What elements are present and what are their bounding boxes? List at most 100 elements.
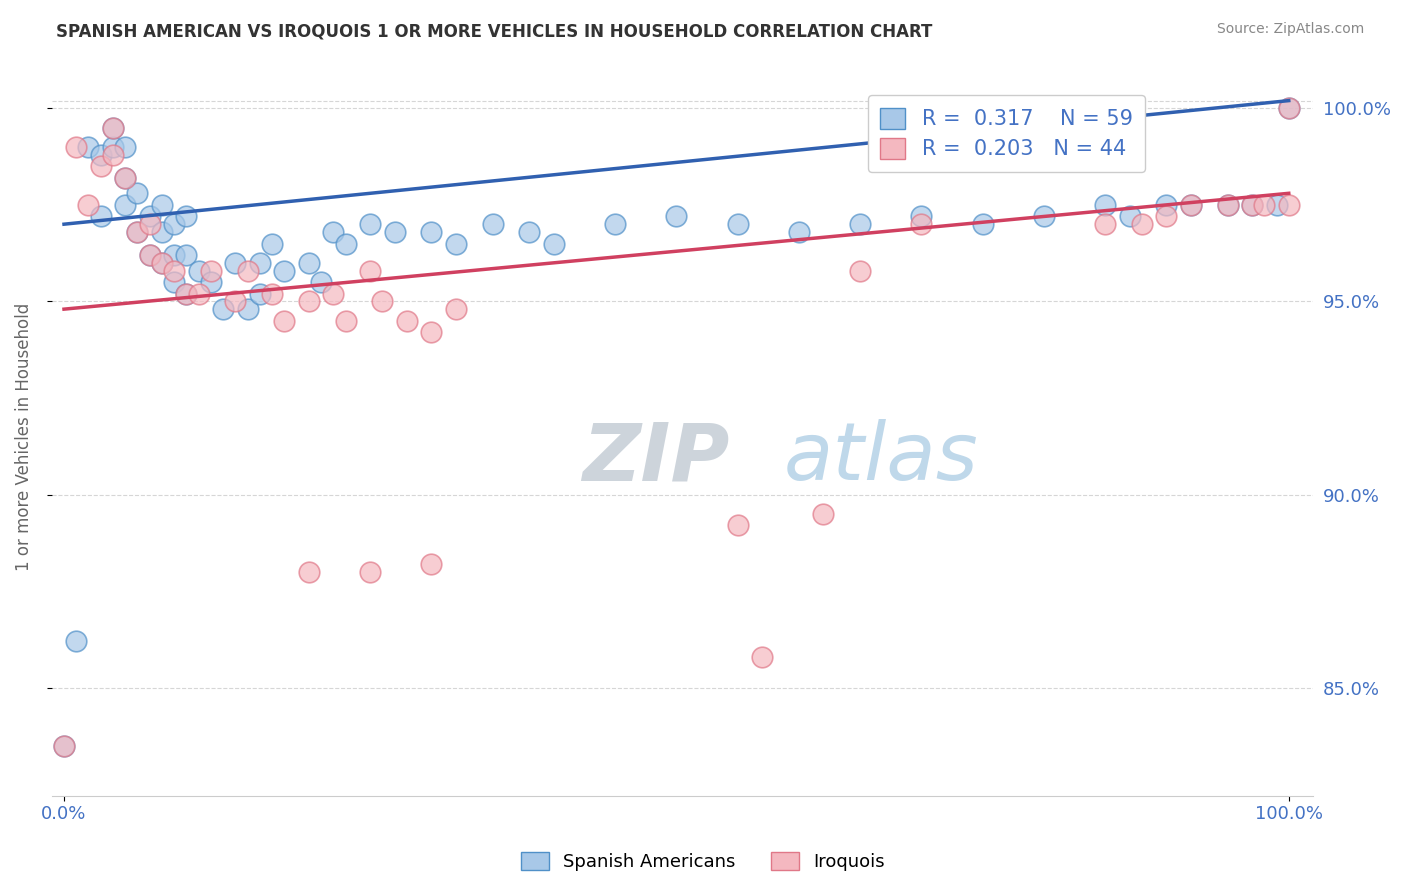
Point: [543, 236, 565, 251]
Point: [605, 217, 627, 231]
Point: [77, 140, 100, 154]
Point: [1216, 198, 1239, 212]
Point: [101, 140, 124, 154]
Point: [101, 120, 124, 135]
Point: [249, 256, 271, 270]
Point: [65, 140, 87, 154]
Point: [127, 225, 149, 239]
Point: [359, 217, 381, 231]
Point: [212, 302, 235, 317]
Point: [65, 634, 87, 648]
Point: [1240, 198, 1263, 212]
Point: [114, 198, 136, 212]
Point: [1094, 217, 1116, 231]
Point: [262, 236, 284, 251]
Point: [849, 263, 872, 277]
Text: ZIP: ZIP: [582, 419, 728, 497]
Point: [972, 217, 994, 231]
Point: [813, 507, 835, 521]
Point: [249, 286, 271, 301]
Point: [335, 236, 357, 251]
Point: [1180, 198, 1202, 212]
Point: [138, 210, 160, 224]
Point: [359, 565, 381, 579]
Point: [187, 263, 209, 277]
Point: [519, 225, 541, 239]
Point: [910, 210, 932, 224]
Point: [1180, 198, 1202, 212]
Point: [53, 739, 76, 753]
Point: [1156, 198, 1178, 212]
Text: Source: ZipAtlas.com: Source: ZipAtlas.com: [1216, 22, 1364, 37]
Point: [665, 210, 688, 224]
Point: [420, 326, 443, 340]
Point: [90, 159, 112, 173]
Point: [1278, 101, 1301, 115]
Point: [1094, 198, 1116, 212]
Point: [1216, 198, 1239, 212]
Point: [849, 217, 872, 231]
Point: [90, 147, 112, 161]
Point: [273, 263, 295, 277]
Point: [727, 518, 749, 533]
Point: [114, 170, 136, 185]
Point: [444, 302, 467, 317]
Point: [138, 248, 160, 262]
Point: [1118, 210, 1140, 224]
Point: [1278, 198, 1301, 212]
Point: [163, 263, 186, 277]
Point: [420, 225, 443, 239]
Point: [910, 217, 932, 231]
Text: SPANISH AMERICAN VS IROQUOIS 1 OR MORE VEHICLES IN HOUSEHOLD CORRELATION CHART: SPANISH AMERICAN VS IROQUOIS 1 OR MORE V…: [56, 22, 932, 40]
Point: [481, 217, 503, 231]
Point: [114, 170, 136, 185]
Point: [224, 294, 246, 309]
Point: [176, 286, 198, 301]
Point: [176, 286, 198, 301]
Point: [163, 248, 186, 262]
Point: [114, 140, 136, 154]
Point: [236, 263, 259, 277]
Point: [224, 256, 246, 270]
Point: [176, 210, 198, 224]
Point: [1032, 210, 1054, 224]
Point: [298, 294, 321, 309]
Point: [1130, 217, 1153, 231]
Point: [727, 217, 749, 231]
Point: [77, 198, 100, 212]
Point: [150, 198, 173, 212]
Point: [200, 275, 222, 289]
Point: [322, 286, 344, 301]
Point: [751, 649, 773, 664]
Point: [1253, 198, 1275, 212]
Point: [101, 120, 124, 135]
Point: [359, 263, 381, 277]
Point: [176, 248, 198, 262]
Point: [101, 147, 124, 161]
Point: [444, 236, 467, 251]
Legend: Spanish Americans, Iroquois: Spanish Americans, Iroquois: [515, 845, 891, 879]
Point: [127, 186, 149, 201]
Point: [309, 275, 332, 289]
Point: [371, 294, 394, 309]
Point: [1156, 210, 1178, 224]
Point: [163, 275, 186, 289]
Point: [322, 225, 344, 239]
Point: [298, 256, 321, 270]
Point: [262, 286, 284, 301]
Point: [1240, 198, 1263, 212]
Point: [138, 248, 160, 262]
Point: [90, 210, 112, 224]
Point: [187, 286, 209, 301]
Point: [127, 225, 149, 239]
Text: atlas: atlas: [783, 419, 979, 497]
Point: [236, 302, 259, 317]
Point: [273, 314, 295, 328]
Point: [150, 225, 173, 239]
Point: [420, 557, 443, 571]
Y-axis label: 1 or more Vehicles in Household: 1 or more Vehicles in Household: [15, 302, 32, 571]
Point: [1265, 198, 1288, 212]
Point: [200, 263, 222, 277]
Point: [138, 217, 160, 231]
Legend: R =  0.317    N = 59, R =  0.203   N = 44: R = 0.317 N = 59, R = 0.203 N = 44: [868, 95, 1144, 172]
